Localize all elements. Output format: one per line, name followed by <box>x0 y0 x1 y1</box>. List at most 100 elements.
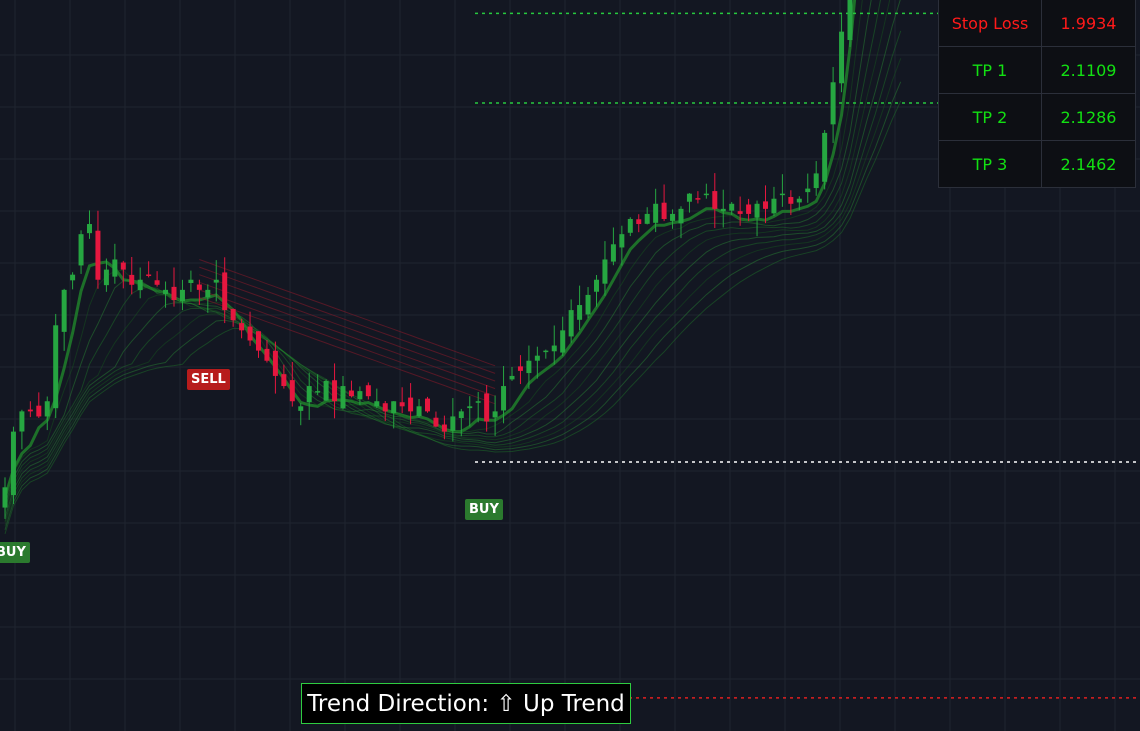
candle-body <box>399 402 405 407</box>
bear-ribbon-line <box>199 259 496 367</box>
candle-body <box>19 411 25 432</box>
candlesticks <box>2 0 853 519</box>
candle-body <box>205 289 211 298</box>
candle-body <box>695 198 701 200</box>
candle-body <box>484 393 490 422</box>
candle-body <box>754 203 760 218</box>
candle-body <box>492 411 498 418</box>
buy-signal-label: BUY <box>0 542 30 563</box>
candle-body <box>27 409 33 412</box>
candle-body <box>771 198 777 214</box>
sell-signal-label: SELL <box>187 369 230 390</box>
candle-body <box>87 224 92 234</box>
candle-body <box>171 286 177 300</box>
candle-body <box>2 487 8 508</box>
level-value: 2.1286 <box>1041 93 1136 141</box>
candle-body <box>670 213 676 221</box>
candle-body <box>374 401 380 407</box>
level-label: TP 3 <box>938 140 1042 188</box>
candle-body <box>391 401 397 414</box>
candle-body <box>298 406 304 411</box>
bear-ribbon-line <box>199 274 496 382</box>
candle-body <box>796 198 802 203</box>
candle-body <box>315 391 321 393</box>
candle-body <box>103 269 109 286</box>
candle-body <box>602 259 608 284</box>
level-value: 1.9934 <box>1041 0 1136 47</box>
bear-ribbon-line <box>199 289 496 397</box>
candle-body <box>222 272 228 311</box>
candle-body <box>44 401 50 417</box>
candle-body <box>10 431 16 496</box>
candle-body <box>551 345 557 352</box>
candle-body <box>70 274 76 281</box>
candle-body <box>805 188 811 193</box>
candle-body <box>340 386 346 409</box>
candle-body <box>213 279 219 283</box>
moving-average-ribbon <box>3 0 902 535</box>
candle-body <box>509 375 515 380</box>
trend-direction-text: Trend Direction: ⇧ Up Trend <box>307 690 625 717</box>
candle-body <box>239 323 245 331</box>
candle-body <box>746 204 752 214</box>
candle-body <box>534 355 540 361</box>
candle-body <box>610 244 616 262</box>
candle-body <box>686 193 692 202</box>
candle-body <box>847 0 853 41</box>
candle-body <box>247 326 253 341</box>
ribbon-line <box>4 58 902 526</box>
candle-body <box>779 193 785 196</box>
candle-body <box>332 380 338 402</box>
candle-body <box>839 31 845 84</box>
buy-signal-label: BUY <box>465 499 503 520</box>
level-label: TP 1 <box>938 46 1042 94</box>
candle-body <box>281 374 287 387</box>
candle-body <box>501 386 507 411</box>
candle-body <box>408 397 414 412</box>
candle-body <box>543 350 549 353</box>
candle-body <box>272 350 278 376</box>
candle-body <box>526 360 532 374</box>
candle-body <box>830 82 836 125</box>
candle-body <box>256 331 261 351</box>
candle-body <box>348 390 354 397</box>
ribbon-line <box>4 81 902 530</box>
candle-body <box>95 230 101 280</box>
candle-body <box>577 305 583 320</box>
candle-body <box>813 173 819 189</box>
candle-body <box>729 203 735 211</box>
level-label: TP 2 <box>938 93 1042 141</box>
candle-body <box>36 405 42 417</box>
level-value: 2.1462 <box>1041 140 1136 188</box>
candle-body <box>425 398 430 412</box>
candle-body <box>61 289 67 332</box>
candle-body <box>560 330 566 353</box>
candle-body <box>264 348 270 361</box>
candle-body <box>737 211 743 214</box>
candle-body <box>53 325 59 409</box>
level-label: Stop Loss <box>938 0 1042 47</box>
levels-row: TP 1 2.1109 <box>938 46 1136 94</box>
candle-body <box>568 310 574 337</box>
candle-body <box>196 284 202 290</box>
candle-body <box>720 208 726 212</box>
candle-body <box>129 274 135 285</box>
candle-body <box>306 386 312 403</box>
candle-body <box>763 201 768 209</box>
candle-body <box>112 259 118 277</box>
candle-body <box>653 203 659 223</box>
ribbon-line <box>4 100 902 535</box>
candle-body <box>822 132 828 182</box>
candle-body <box>323 380 329 401</box>
candle-body <box>594 279 599 292</box>
candle-body <box>154 280 160 285</box>
candle-body <box>619 234 625 248</box>
trend-direction-box: Trend Direction: ⇧ Up Trend <box>301 683 631 724</box>
candle-body <box>137 279 143 291</box>
candle-body <box>179 289 185 302</box>
bear-ribbon-line <box>199 281 496 390</box>
candle-body <box>788 197 794 204</box>
candle-body <box>289 380 295 402</box>
